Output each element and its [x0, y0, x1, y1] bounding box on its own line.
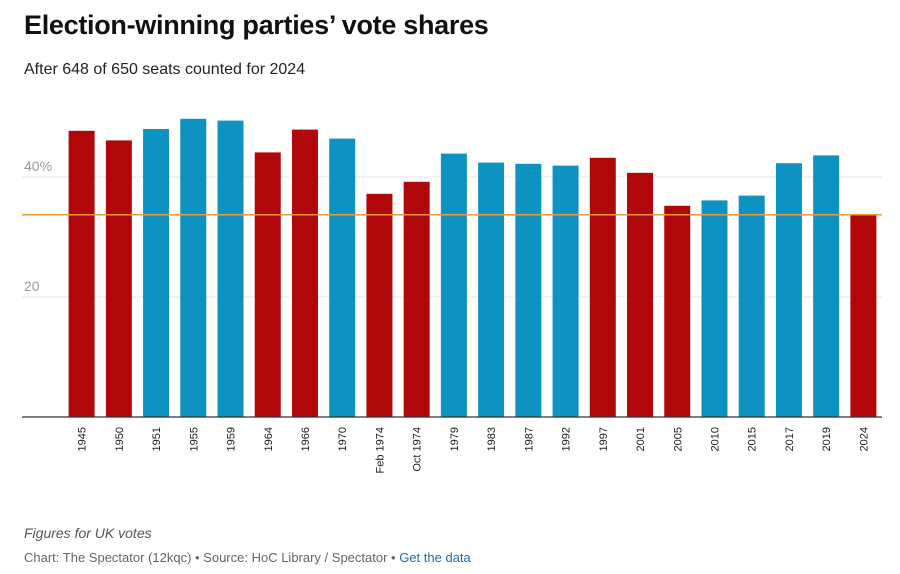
bar — [589, 157, 616, 418]
bar — [627, 172, 654, 417]
x-category-label: Feb 1974 — [374, 427, 386, 473]
source-credit: Chart: The Spectator (12kqc) • Source: H… — [24, 550, 471, 565]
chart-title: Election-winning parties’ vote shares — [24, 10, 489, 40]
x-category-label: 1964 — [263, 427, 275, 451]
x-category-label: 1966 — [300, 427, 312, 451]
x-category-label: 1983 — [486, 427, 498, 451]
x-category-label: 1970 — [337, 427, 349, 451]
bar — [850, 214, 877, 417]
bar — [775, 163, 802, 417]
y-tick-label: 20 — [24, 278, 40, 294]
x-category-label: 2010 — [709, 427, 721, 451]
x-category-label: 1945 — [77, 427, 89, 451]
footnote: Figures for UK votes — [24, 525, 152, 541]
x-category-label: 2024 — [858, 427, 870, 451]
bar — [403, 181, 430, 417]
bar — [217, 120, 244, 417]
bar — [478, 162, 505, 417]
bar — [105, 140, 132, 417]
bar — [664, 205, 691, 417]
bar — [552, 165, 579, 417]
x-category-label: 1979 — [449, 427, 461, 451]
get-data-link[interactable]: Get the data — [399, 550, 471, 565]
x-category-label: 2019 — [821, 427, 833, 451]
y-tick-label: 40% — [24, 158, 52, 174]
bar — [813, 155, 840, 417]
bar — [68, 130, 95, 418]
bar-chart: 20 40% 1945 1950 1951 1955 1959 1964 1966 1970 Feb… — [22, 118, 882, 473]
x-category-label: 1997 — [598, 427, 610, 451]
x-category-label: 1992 — [561, 427, 573, 451]
x-category-label: 2005 — [672, 427, 684, 451]
x-category-label: 2015 — [747, 427, 759, 451]
bar — [366, 193, 393, 417]
bar — [329, 138, 356, 417]
x-category-label: 2017 — [784, 427, 796, 451]
x-category-label: 2001 — [635, 427, 647, 451]
credit-text: Chart: The Spectator (12kqc) • Source: H… — [24, 550, 396, 565]
bar — [254, 152, 281, 417]
x-category-label: 1987 — [523, 427, 535, 451]
bar — [143, 129, 170, 417]
chart-subtitle: After 648 of 650 seats counted for 2024 — [24, 61, 306, 78]
bar — [440, 153, 467, 417]
x-category-label: 1951 — [151, 427, 163, 451]
x-category-label: 1959 — [226, 427, 238, 451]
bar — [291, 129, 318, 417]
bar — [515, 163, 542, 417]
bar — [180, 118, 207, 418]
x-category-label: 1950 — [114, 427, 126, 451]
bar — [701, 200, 728, 417]
x-category-label: 1955 — [188, 427, 200, 451]
x-category-label: Oct 1974 — [412, 427, 424, 472]
bar — [738, 195, 765, 417]
